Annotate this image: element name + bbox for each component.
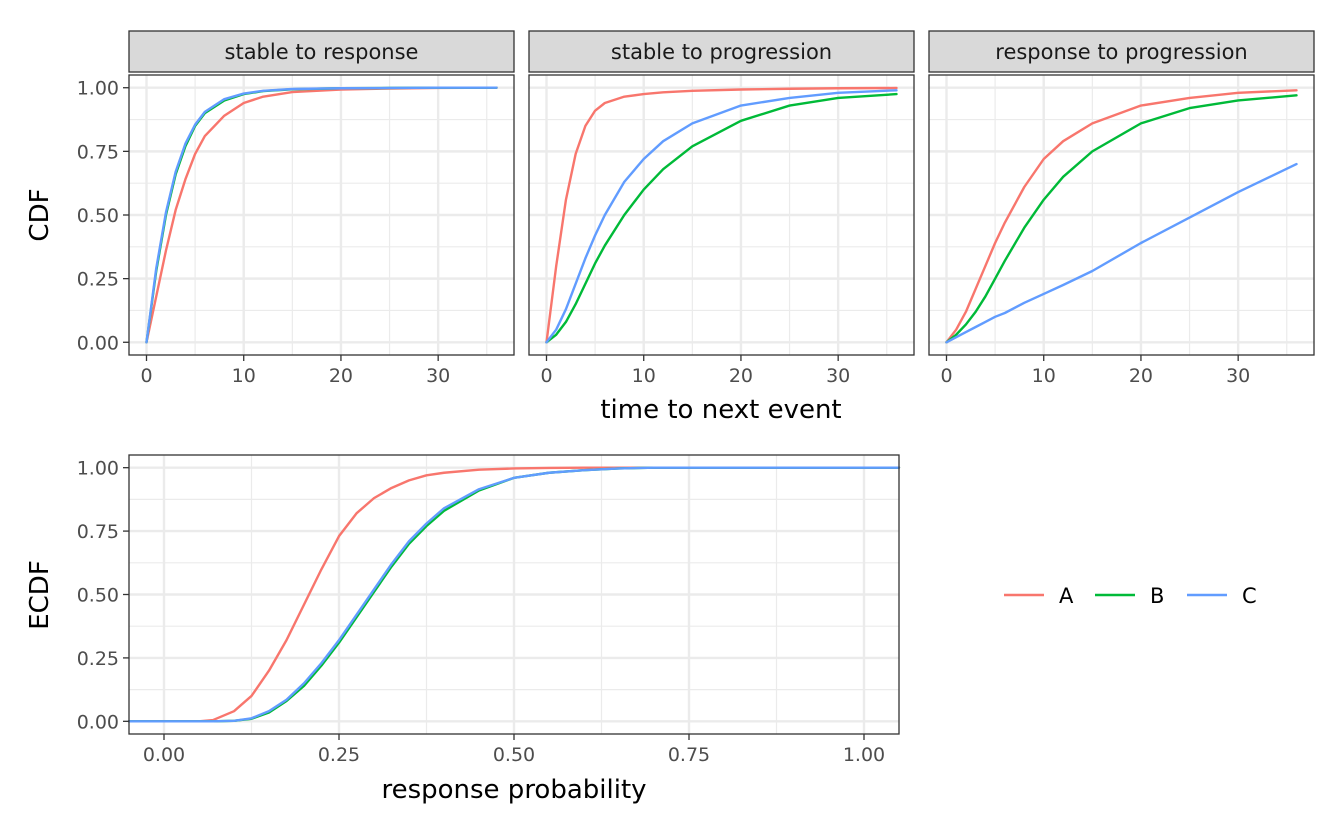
ecdf-series-line-c: [127, 466, 901, 723]
facet-1-y-tick-label-3: 0.75: [77, 141, 119, 163]
legend: A B C: [1004, 584, 1257, 608]
ecdf-y-tick-label-0: 0.00: [77, 711, 119, 733]
ecdf-panel: 0.00 0.25 0.50 0.75 1.00 0.00 0.25 0.50 0.75 1.00: [77, 454, 901, 766]
bottom-y-axis-title: ECDF: [25, 560, 55, 630]
facet-1-panel: 0 10 20 30 0.00 0.25 0.50 0.75 1.00: [77, 74, 515, 387]
facet-3-series-line-c: [945, 162, 1298, 344]
facet-strip-label-2: stable to progression: [611, 40, 832, 64]
legend-label-b: B: [1150, 584, 1164, 608]
facet-1-series-line-c: [145, 86, 498, 344]
facet-1-x-tick-label-0: 0: [140, 365, 152, 387]
facet-1-y-tick-label-4: 1.00: [77, 78, 119, 100]
ecdf-y-tick-label-1: 0.25: [77, 648, 119, 670]
facet-3-x-tick-label-1: 10: [1032, 365, 1056, 387]
facet-3-x-tick-label-2: 20: [1129, 365, 1153, 387]
ecdf-y-tick-label-2: 0.50: [77, 585, 119, 607]
facet-2-x-tick-label-0: 0: [540, 365, 552, 387]
ecdf-y-tick-label-4: 1.00: [77, 458, 119, 480]
ecdf-series-line-a: [127, 466, 901, 723]
facet-2-series-line-b: [545, 92, 898, 344]
facet-2-x-tick-label-3: 30: [826, 365, 850, 387]
top-x-axis-title: time to next event: [600, 395, 841, 425]
facet-2-series-line-a: [545, 86, 898, 344]
facet-2-x-tick-label-1: 10: [632, 365, 656, 387]
ecdf-x-tick-label-3: 0.75: [668, 744, 710, 766]
ecdf-x-tick-label-4: 1.00: [843, 744, 885, 766]
facet-1-x-tick-label-1: 10: [232, 365, 256, 387]
facet-strip-2: [528, 30, 915, 73]
facet-2-x-tick-label-2: 20: [729, 365, 753, 387]
facet-strip-3: [928, 30, 1315, 73]
ecdf-y-tick-label-3: 0.75: [77, 521, 119, 543]
facet-strip-label-3: response to progression: [995, 40, 1247, 64]
facet-3-panel: 0 10 20 30: [928, 74, 1315, 387]
facet-strip-1: [128, 30, 515, 73]
legend-label-a: A: [1059, 584, 1074, 608]
facet-1-x-tick-label-3: 30: [426, 365, 450, 387]
facet-3-x-tick-label-3: 30: [1226, 365, 1250, 387]
facet-3-x-tick-label-0: 0: [940, 365, 952, 387]
facet-1-y-tick-label-2: 0.50: [77, 205, 119, 227]
legend-label-c: C: [1242, 584, 1257, 608]
facet-1-x-tick-label-2: 20: [329, 365, 353, 387]
facet-3-panel-border: [928, 74, 1315, 356]
facet-3-series-line-b: [945, 94, 1298, 344]
ecdf-x-tick-label-0: 0.00: [143, 744, 185, 766]
facet-1-y-tick-label-1: 0.25: [77, 269, 119, 291]
bottom-x-axis-title: response probability: [381, 775, 646, 805]
facet-2-series-line-c: [545, 89, 898, 344]
ecdf-x-tick-label-2: 0.50: [493, 744, 535, 766]
facet-1-y-tick-label-0: 0.00: [77, 332, 119, 354]
facet-2-panel-border: [528, 74, 915, 356]
top-y-axis-title: CDF: [25, 188, 55, 241]
ecdf-x-tick-label-1: 0.25: [318, 744, 360, 766]
facet-strip-label-1: stable to response: [225, 40, 419, 64]
facet-3-series-line-a: [945, 89, 1298, 344]
facet-2-panel: 0 10 20 30: [528, 74, 915, 387]
